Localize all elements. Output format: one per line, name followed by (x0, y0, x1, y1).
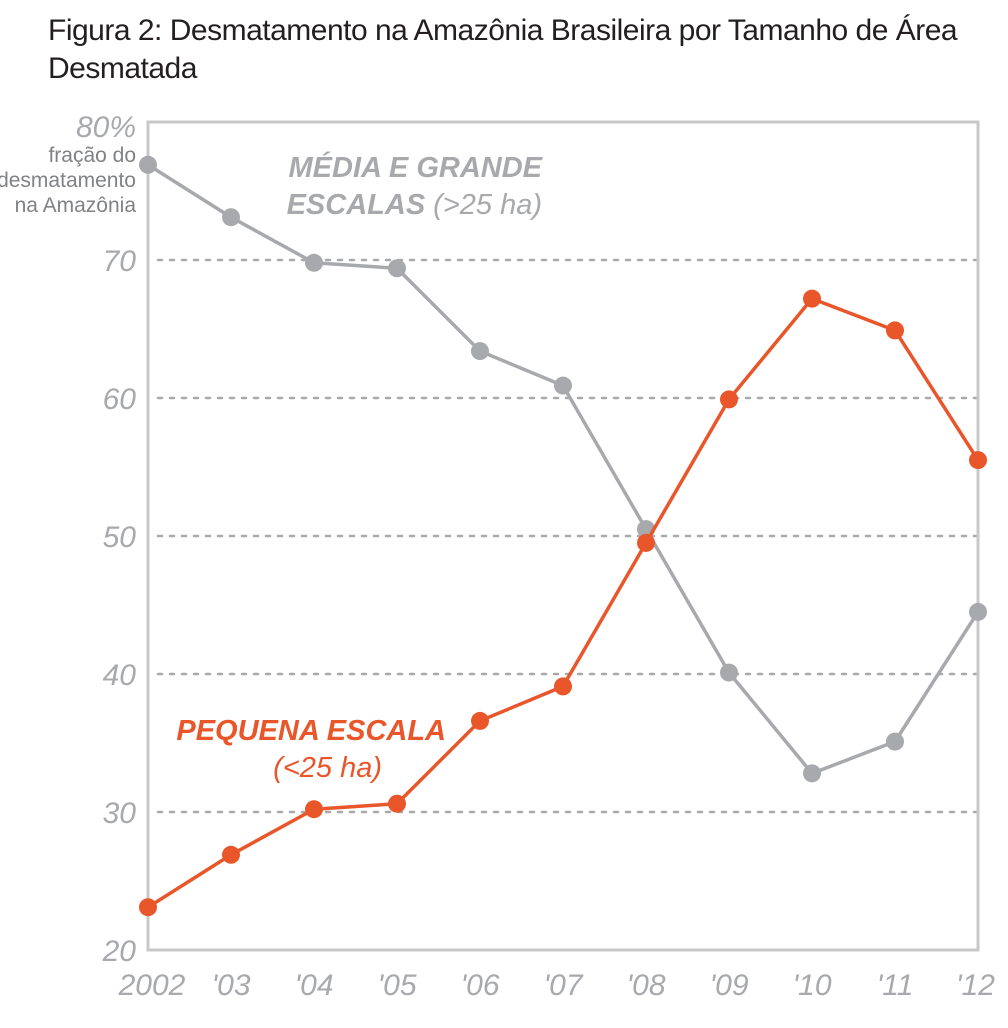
series-label-large-scale-line-2: ESCALAS (>25 ha) (287, 189, 542, 221)
x-tick-label: '07 (543, 969, 583, 1002)
data-point-series-1 (637, 533, 655, 552)
data-point-series-0 (305, 253, 323, 272)
data-point-series-1 (471, 711, 489, 730)
y-axis-ticks: 20 30 40 50 60 70 (102, 245, 137, 968)
x-tick-label: '10 (792, 969, 831, 1002)
x-axis-ticks: 2002 '03 '04 '05 '06 '07 '08 '09 '10 '11 '12 (118, 969, 996, 1002)
data-point-series-1 (720, 390, 738, 409)
plot-frame (146, 120, 980, 952)
data-point-series-1 (222, 845, 240, 864)
y-axis-label-line-1: fração do (48, 144, 136, 167)
data-point-series-1 (139, 898, 157, 917)
x-tick-label: '11 (877, 969, 914, 1002)
series-label-large-scale-line-1: MÉDIA E GRANDE (289, 151, 544, 184)
data-point-series-0 (803, 764, 821, 783)
y-tick-label: 30 (103, 797, 137, 830)
x-tick-label: '04 (294, 969, 333, 1002)
y-axis-label-line-2: desmatamento (0, 169, 136, 192)
y-tick-label: 70 (103, 245, 137, 278)
data-point-series-0 (471, 342, 489, 361)
y-axis-label-line-3: na Amazônia (15, 194, 137, 217)
series-label-large-scale-bold: ESCALAS (287, 189, 426, 221)
data-point-series-0 (222, 208, 240, 227)
data-point-series-1 (886, 321, 904, 340)
figure-title: Figura 2: Desmatamento na Amazônia Brasi… (48, 14, 958, 85)
x-tick-label: '05 (377, 969, 416, 1002)
data-point-series-0 (139, 155, 157, 174)
data-point-series-1 (803, 289, 821, 308)
data-point-series-0 (969, 602, 987, 621)
y-tick-label: 20 (102, 935, 137, 968)
x-tick-label: '09 (709, 969, 748, 1002)
y-tick-top: 80% (76, 111, 136, 144)
series-label-large-scale-paren: (>25 ha) (433, 189, 542, 221)
series-label-small-scale-line-1: PEQUENA ESCALA (176, 715, 446, 747)
data-point-series-0 (554, 376, 572, 395)
data-point-series-1 (388, 794, 406, 813)
x-tick-label: '08 (626, 969, 665, 1002)
data-point-series-1 (554, 677, 572, 696)
x-tick-label: '03 (211, 969, 250, 1002)
data-point-series-1 (305, 800, 323, 819)
y-tick-label: 50 (103, 521, 137, 554)
x-tick-label: '12 (956, 969, 995, 1002)
series-group (139, 155, 987, 917)
data-point-series-1 (969, 451, 987, 470)
data-point-series-0 (388, 259, 406, 278)
series-label-small-scale-line-2: (<25 ha) (273, 752, 382, 784)
y-tick-label: 40 (103, 659, 137, 692)
x-tick-label: '06 (460, 969, 499, 1002)
y-tick-label: 60 (103, 383, 137, 416)
x-tick-label: 2002 (118, 969, 186, 1002)
data-point-series-0 (886, 732, 904, 751)
gridlines (156, 258, 980, 814)
data-point-series-0 (720, 663, 738, 682)
